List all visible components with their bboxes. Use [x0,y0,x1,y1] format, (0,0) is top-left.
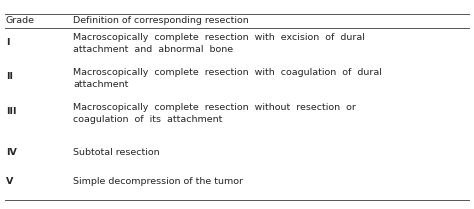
Text: Simple decompression of the tumor: Simple decompression of the tumor [73,177,244,186]
Text: I: I [6,38,9,47]
Text: Macroscopically  complete  resection  with  excision  of  dural: Macroscopically complete resection with … [73,33,365,42]
Text: Macroscopically  complete  resection  without  resection  or: Macroscopically complete resection witho… [73,103,356,112]
Text: Grade: Grade [6,16,35,25]
Text: attachment  and  abnormal  bone: attachment and abnormal bone [73,45,234,54]
Text: IV: IV [6,148,17,157]
Text: V: V [6,177,13,186]
Text: Subtotal resection: Subtotal resection [73,148,160,157]
Text: coagulation  of  its  attachment: coagulation of its attachment [73,115,223,124]
Text: III: III [6,107,16,116]
Text: attachment: attachment [73,80,129,89]
Text: Definition of corresponding resection: Definition of corresponding resection [73,16,249,25]
Text: II: II [6,72,13,81]
Text: Macroscopically  complete  resection  with  coagulation  of  dural: Macroscopically complete resection with … [73,68,383,77]
